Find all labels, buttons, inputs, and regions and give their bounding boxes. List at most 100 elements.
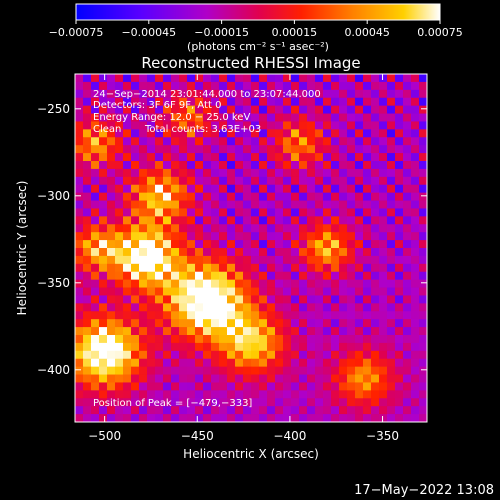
heatmap-cell: [99, 81, 108, 91]
heatmap-cell: [171, 208, 180, 217]
heatmap-cell: [291, 295, 300, 304]
heatmap-cell: [331, 113, 340, 122]
heatmap-cell: [227, 311, 236, 320]
colorbar-tick-label: 0.00015: [272, 26, 318, 39]
heatmap-cell: [323, 335, 332, 344]
heatmap-cell: [163, 145, 172, 154]
heatmap-cell: [259, 342, 268, 352]
heatmap-cell: [387, 248, 396, 257]
heatmap-cell: [395, 137, 404, 146]
heatmap-cell: [147, 74, 156, 83]
heatmap-cell: [203, 200, 212, 209]
heatmap-cell: [211, 398, 220, 407]
x-tick-label: −500: [88, 429, 121, 443]
heatmap-cell: [147, 279, 156, 288]
heatmap-cell: [243, 232, 252, 241]
heatmap-cell: [251, 414, 260, 423]
heatmap-cell: [331, 137, 340, 146]
heatmap-cell: [267, 350, 276, 360]
heatmap-cell: [251, 390, 260, 399]
heatmap-cell: [91, 74, 100, 83]
heatmap-cell: [283, 137, 292, 146]
heatmap-cell: [411, 153, 420, 162]
heatmap-cell: [219, 279, 228, 288]
heatmap-cell: [363, 350, 372, 360]
heatmap-cell: [227, 303, 236, 312]
heatmap-cell: [259, 406, 268, 415]
heatmap-cell: [299, 414, 308, 423]
heatmap-cell: [115, 129, 124, 138]
heatmap-cell: [315, 200, 324, 209]
heatmap-cell: [411, 279, 420, 288]
heatmap-cell: [195, 350, 204, 360]
heatmap-cell: [411, 342, 420, 352]
heatmap-cell: [259, 121, 268, 130]
heatmap-cell: [235, 342, 244, 352]
heatmap-cell: [171, 105, 180, 114]
heatmap-cell: [147, 161, 156, 170]
heatmap-cell: [195, 145, 204, 154]
heatmap-cell: [419, 311, 428, 320]
heatmap-cell: [419, 161, 428, 170]
heatmap-cell: [339, 105, 348, 114]
heatmap-cell: [323, 319, 332, 328]
heatmap-cell: [307, 176, 316, 186]
heatmap-cell: [411, 263, 420, 273]
heatmap-cell: [251, 105, 260, 114]
heatmap-cell: [107, 184, 116, 194]
heatmap-cell: [219, 374, 228, 383]
heatmap-cell: [259, 208, 268, 217]
heatmap-cell: [155, 374, 164, 383]
heatmap-cell: [355, 311, 364, 320]
heatmap-cell: [331, 216, 340, 225]
heatmap-cell: [259, 232, 268, 241]
heatmap-cell: [83, 97, 92, 107]
heatmap-cell: [251, 145, 260, 154]
heatmap-cell: [395, 311, 404, 320]
heatmap-cell: [163, 271, 172, 281]
heatmap-cell: [299, 335, 308, 344]
heatmap-cell: [83, 161, 92, 170]
heatmap-cell: [379, 335, 388, 344]
heatmap-cell: [347, 358, 356, 368]
heatmap-cell: [395, 232, 404, 241]
heatmap-cell: [235, 358, 244, 368]
heatmap-cell: [283, 295, 292, 304]
heatmap-cell: [211, 184, 220, 194]
heatmap-cell: [411, 366, 420, 375]
heatmap-cell: [211, 414, 220, 423]
heatmap-cell: [99, 271, 108, 281]
heatmap-cell: [291, 382, 300, 391]
heatmap-cell: [219, 295, 228, 304]
heatmap-cell: [363, 81, 372, 91]
heatmap-cell: [363, 89, 372, 99]
heatmap-cell: [267, 382, 276, 391]
heatmap-cell: [347, 271, 356, 281]
heatmap-cell: [187, 200, 196, 209]
heatmap-cell: [251, 327, 260, 336]
heatmap-cell: [331, 263, 340, 273]
heatmap-cell: [267, 137, 276, 146]
heatmap-cell: [323, 184, 332, 194]
heatmap-cell: [147, 319, 156, 328]
heatmap-cell: [211, 81, 220, 91]
heatmap-cell: [315, 113, 324, 122]
heatmap-cell: [123, 327, 132, 336]
y-tick-label: −400: [37, 363, 70, 377]
heatmap-cell: [403, 224, 412, 233]
heatmap-cell: [267, 398, 276, 407]
heatmap-cell: [163, 335, 172, 344]
heatmap-cell: [195, 81, 204, 91]
heatmap-cell: [403, 216, 412, 225]
heatmap-cell: [75, 184, 84, 194]
heatmap-cell: [163, 105, 172, 114]
heatmap-cell: [411, 303, 420, 312]
heatmap-cell: [379, 113, 388, 122]
heatmap-cell: [75, 200, 84, 209]
heatmap-cell: [219, 406, 228, 415]
heatmap-cell: [283, 414, 292, 423]
heatmap-cell: [131, 232, 140, 241]
heatmap-cell: [227, 327, 236, 336]
heatmap-cell: [259, 200, 268, 209]
heatmap-cell: [219, 161, 228, 170]
